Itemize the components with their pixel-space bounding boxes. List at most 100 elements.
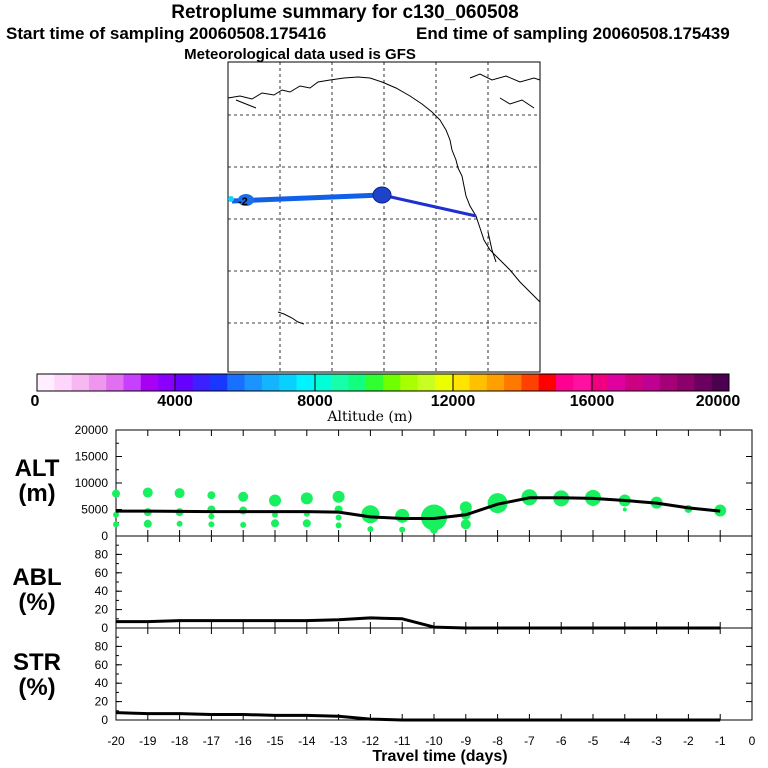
colorbar-label: Altitude (m) (327, 409, 413, 425)
alt-dot (238, 491, 249, 502)
coastline-hawaii (277, 311, 305, 325)
coastline-west-north-america (457, 167, 541, 303)
colorbar-swatch (521, 374, 540, 391)
abl-panel: 0 20 40 60 80 (95, 535, 753, 635)
x-tick-label: -1 (715, 734, 726, 748)
abl-frame (115, 535, 753, 629)
abl-ytick-label: 20 (95, 603, 109, 617)
alt-dot (459, 501, 472, 514)
colorbar-swatch (573, 374, 592, 391)
str-series-line (115, 711, 721, 722)
map-marker-label: -2 (238, 196, 248, 208)
alt-dot (142, 487, 153, 498)
coastline-aleutians (235, 99, 257, 109)
alt-dot (361, 505, 380, 524)
colorbar-frame (36, 373, 730, 392)
colorbar-tick-8000: 8000 (297, 393, 333, 410)
colorbar-swatch (106, 374, 124, 391)
str-panel-label: STR (%) (2, 650, 72, 700)
abl-ytick-label: 0 (101, 621, 108, 635)
colorbar-swatch (210, 374, 228, 391)
str-ytick-label: 20 (95, 695, 109, 709)
alt-dot (271, 519, 279, 528)
colorbar-swatch (261, 374, 280, 391)
alt-label-line1: ALT (14, 455, 60, 482)
x-tick-label: -14 (298, 734, 316, 748)
alt-dot (269, 494, 281, 507)
plume-end-dot (228, 196, 234, 202)
alt-dot (335, 522, 342, 529)
coastline-alaska (227, 76, 371, 100)
colorbar-swatch (348, 374, 367, 391)
alt-dot (207, 491, 216, 500)
alt-panel-label: ALT (m) (2, 456, 72, 506)
coastline-baja (487, 231, 497, 263)
abl-label-line2: (%) (18, 589, 56, 616)
colorbar-swatch (538, 374, 557, 391)
colorbar-swatch (694, 374, 713, 391)
x-tick-label: -2 (683, 734, 694, 748)
colorbar-swatch (54, 374, 73, 391)
meteorological-data-note: Meteorological data used is GFS (184, 46, 416, 63)
alt-ytick-label: 20000 (75, 423, 109, 437)
alt-dot (430, 525, 438, 534)
alt-dot (591, 502, 595, 507)
str-frame (115, 627, 753, 721)
alt-ytick-label: 5000 (81, 503, 108, 517)
plume-track: -2 (228, 186, 477, 218)
colorbar-swatch (37, 374, 55, 391)
x-tick-label: -4 (619, 734, 630, 748)
map-panel: -2 (227, 61, 541, 373)
coastline-arctic (469, 73, 541, 83)
alt-dot (300, 492, 313, 505)
alt-dot (335, 514, 342, 521)
colorbar-swatch (383, 374, 401, 391)
alt-dot (174, 488, 185, 499)
map-grid (228, 62, 540, 372)
alt-ytick-label: 15000 (75, 450, 109, 464)
x-tick-label: -17 (203, 734, 221, 748)
colorbar-swatch (331, 374, 349, 391)
alt-ytick-label: 10000 (75, 476, 109, 490)
colorbar-swatch (486, 374, 505, 391)
sampling-end-time: End time of sampling 20060508.175439 (416, 24, 730, 43)
colorbar-swatch (590, 374, 609, 391)
alt-dot (272, 511, 278, 518)
alt-ytick-label: 0 (101, 529, 108, 543)
abl-ytick-label: 40 (95, 584, 109, 598)
abl-ytick-label: 80 (95, 547, 109, 561)
colorbar-swatch (279, 374, 297, 391)
x-tick-label: 0 (749, 734, 756, 748)
x-tick-label: -6 (556, 734, 567, 748)
str-ytick-label: 40 (95, 676, 109, 690)
colorbar-swatch (400, 374, 419, 391)
plume-center-marker (372, 186, 392, 204)
str-ytick-label: 80 (95, 639, 109, 653)
x-tick-label: -3 (651, 734, 662, 748)
altitude-colorbar (36, 373, 730, 392)
str-ytick-label: 0 (101, 713, 108, 727)
colorbar-swatch (192, 374, 211, 391)
x-tick-label: -15 (266, 734, 284, 748)
x-tick-label: -20 (107, 734, 125, 748)
colorbar-swatch (88, 374, 107, 391)
str-label-line1: STR (13, 649, 61, 676)
abl-panel-label: ABL (%) (2, 565, 72, 615)
str-label-line2: (%) (18, 674, 56, 701)
colorbar-swatch (452, 374, 470, 391)
colorbar-tick-16000: 16000 (569, 393, 615, 410)
x-tick-label: -16 (235, 734, 253, 748)
alt-dot (399, 526, 406, 533)
colorbar-tick-0: 0 (30, 393, 40, 410)
map-coastlines (227, 73, 541, 325)
alt-dot (113, 521, 119, 528)
colorbar-swatch (71, 374, 90, 391)
colorbar-swatch (434, 374, 453, 391)
colorbar-tick-12000: 12000 (430, 393, 476, 410)
x-tick-label: -10 (425, 734, 443, 748)
abl-series-line (116, 616, 721, 630)
colorbar-swatch (469, 374, 488, 391)
alt-dot (240, 521, 247, 528)
plume-end-blob (238, 194, 254, 206)
alt-dot (143, 519, 152, 528)
